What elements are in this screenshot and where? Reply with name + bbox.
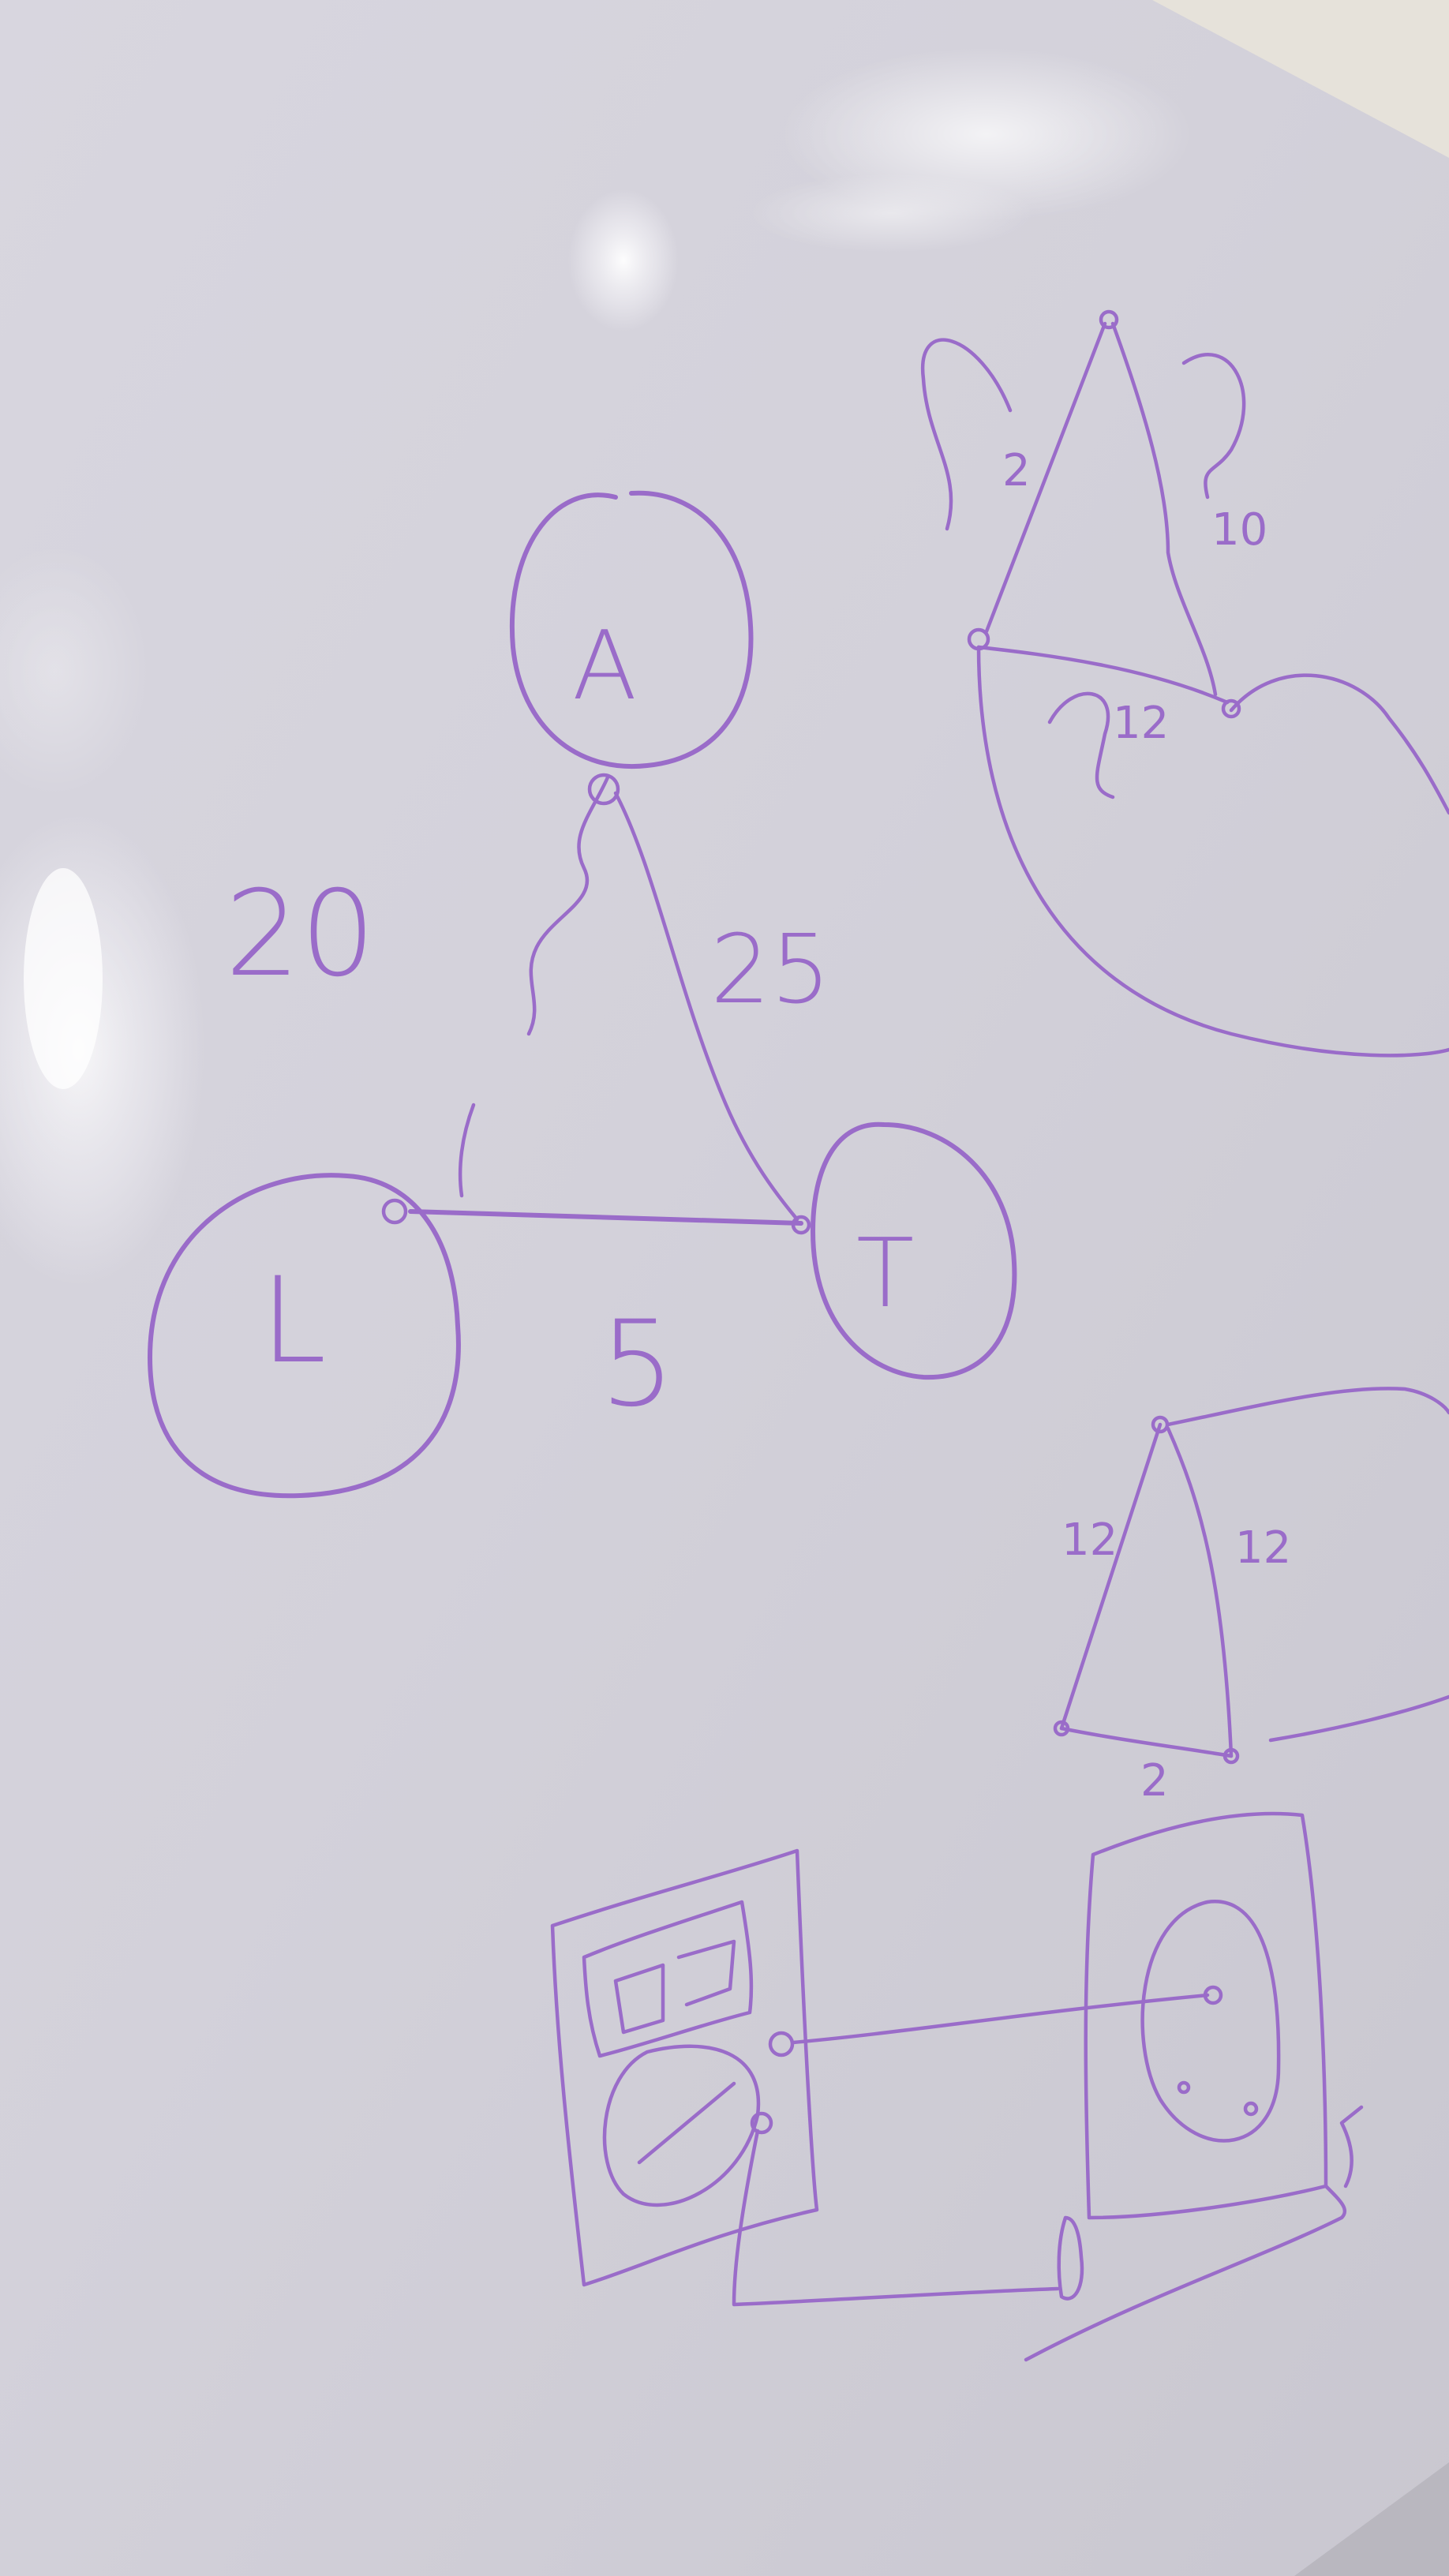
edge-label-a-t: 25 — [710, 915, 831, 1025]
edge-a-t — [613, 791, 799, 1222]
top-right-label: 12 — [1113, 698, 1169, 749]
edge-a-l-top — [526, 775, 610, 1036]
board-edge — [1294, 2462, 1449, 2576]
edge-endpoint — [587, 773, 620, 806]
mid-right-diagram: 12 12 2 — [1053, 1387, 1449, 1807]
node-t: T — [811, 1121, 1017, 1380]
node-t-label: T — [856, 1219, 914, 1329]
node-a-label: A — [572, 612, 637, 721]
top-right-diagram: 2 10 12 — [920, 309, 1449, 1058]
node-l-label: L — [260, 1252, 327, 1390]
edge-l-t — [408, 1209, 803, 1226]
top-right-label: 2 — [1002, 445, 1031, 496]
main-diagram: A L T 20 25 5 — [148, 490, 1017, 1499]
node-l: L — [148, 1173, 461, 1499]
edge-label-l-t: 5 — [600, 1296, 675, 1433]
light-glare — [0, 47, 1192, 1286]
mid-right-label: 12 — [1061, 1515, 1118, 1566]
edge-endpoint — [791, 1215, 811, 1235]
mid-right-label: 12 — [1235, 1522, 1291, 1574]
node-a: A — [509, 490, 754, 769]
mid-right-label: 2 — [1140, 1755, 1169, 1807]
wall-corner — [1152, 0, 1449, 158]
bottom-diagram — [550, 1811, 1364, 2362]
edge-label-a-l: 20 — [225, 866, 376, 1003]
top-right-label: 10 — [1211, 504, 1267, 556]
edge-a-l-bottom — [458, 1103, 476, 1198]
edge-endpoint — [381, 1198, 408, 1225]
